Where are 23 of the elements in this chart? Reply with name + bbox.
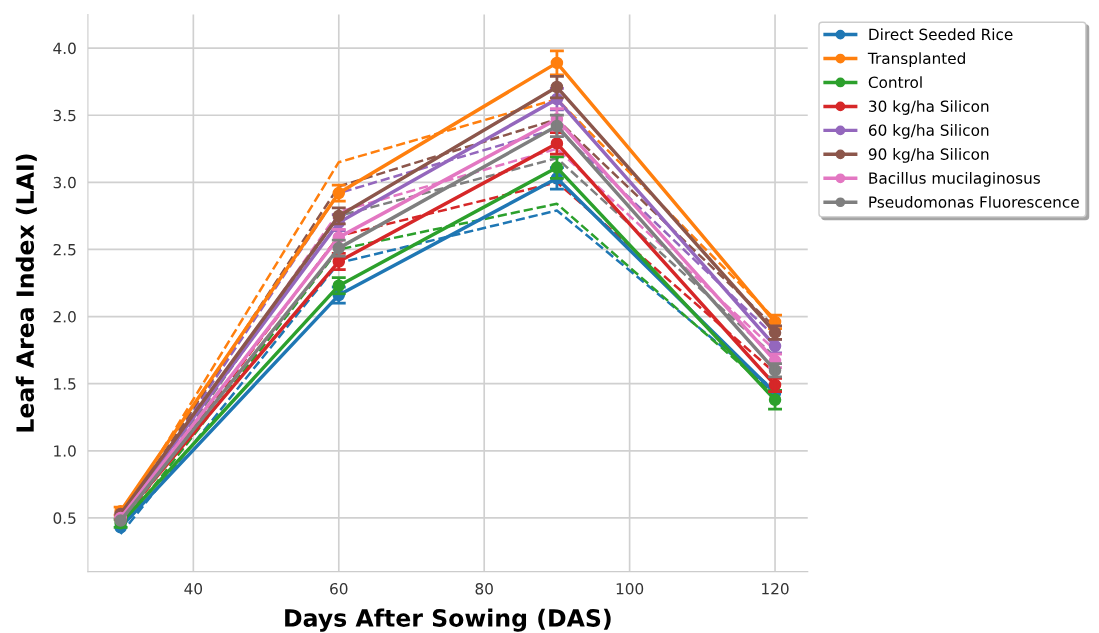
x-tick-label: 80 <box>475 582 493 595</box>
y-axis-title: Leaf Area Index (LAI) <box>15 154 37 432</box>
x-tick-label: 40 <box>184 582 203 595</box>
y-tick-label: 1.5 <box>54 378 76 390</box>
y-tick-label: 1.0 <box>54 445 76 457</box>
legend-label: 90 kg/ha Silicon <box>868 148 989 163</box>
y-tick-label: 2.0 <box>53 311 76 323</box>
legend-label: Direct Seeded Rice <box>869 28 1013 41</box>
x-tick-label: 100 <box>616 582 644 595</box>
legend-label: Bacillus mucilaginosus <box>869 172 1041 187</box>
legend-label: Control <box>868 76 922 89</box>
x-axis-title: Days After Sowing (DAS) <box>285 608 611 632</box>
y-tick-label: 3.0 <box>53 176 76 189</box>
x-tick-label: 120 <box>762 582 789 595</box>
y-tick-label: 4.0 <box>53 42 76 55</box>
legend-label: 60 kg/ha Silicon <box>868 124 989 139</box>
legend-label: Pseudomonas Fluorescence <box>869 195 1079 208</box>
y-tick-label: 2.5 <box>53 243 76 256</box>
y-tick-label: 3.5 <box>53 109 76 122</box>
legend-label: Transplanted <box>867 52 965 68</box>
legend-label: 30 kg/ha Silicon <box>869 100 989 115</box>
y-tick-label: 0.5 <box>53 512 76 524</box>
x-tick-label: 60 <box>330 582 348 595</box>
